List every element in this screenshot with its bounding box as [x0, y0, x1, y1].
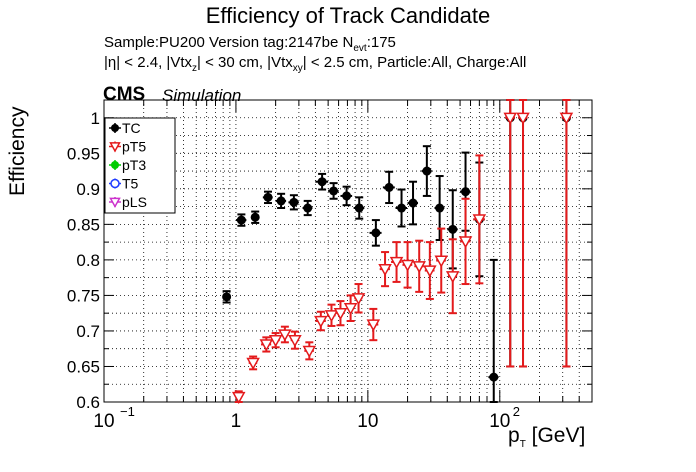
legend-marker [110, 178, 120, 189]
tc-point [317, 177, 327, 187]
x-axis-label: pT [GeV] [508, 424, 585, 450]
x-tick-exponent: 2 [513, 404, 520, 419]
pt5-point [400, 259, 415, 272]
x-tick-label: 10 [489, 411, 510, 432]
tc-point [250, 212, 260, 222]
tc-point [384, 182, 394, 192]
y-tick-label: 1 [91, 109, 100, 128]
pt5-point [445, 271, 460, 284]
pt5-point [278, 329, 292, 342]
legend-label: pT3 [122, 157, 146, 173]
selection-cuts: |η| < 2.4, |Vtxz| < 30 cm, |Vtxxy| < 2.5… [104, 54, 526, 74]
pt5-point [559, 112, 574, 125]
x-axis-label-p: p [508, 424, 520, 447]
pt5-point [333, 308, 348, 321]
tc-point [461, 187, 471, 197]
sample-info-sub: evt [353, 43, 367, 54]
cuts-tail: | < 2.5 cm, Particle:All, Charge:All [302, 54, 527, 71]
legend-label: T5 [122, 176, 139, 192]
tc-point [329, 186, 339, 196]
pt5-point [458, 236, 473, 249]
tc-point [354, 203, 364, 213]
sample-info-count: :175 [366, 34, 396, 51]
tc-point [489, 372, 499, 382]
pt5-point [314, 315, 328, 329]
tc-point [422, 166, 432, 176]
tc-point [342, 191, 352, 201]
pt5-point [259, 339, 274, 352]
tc-point [448, 224, 458, 234]
y-tick-label: 0.75 [67, 286, 100, 305]
pt5-point [351, 293, 366, 306]
tc-point [397, 203, 407, 213]
x-axis-label-unit: [GeV] [525, 424, 586, 447]
y-tick-label: 0.85 [67, 215, 100, 234]
pt5-point [343, 303, 358, 316]
legend-marker [109, 142, 121, 153]
pt5-point [288, 335, 302, 348]
y-tick-label: 0.8 [76, 251, 100, 270]
cuts-eta: |η| < 2.4, |Vtx [104, 54, 192, 71]
y-tick-label: 0.65 [67, 357, 100, 376]
sample-info: Sample:PU200 Version tag:2147be Nevt:175 [104, 34, 396, 54]
cuts-vtx: | < 30 cm, |Vtx [197, 54, 293, 71]
x-tick-label: 10 [93, 411, 114, 432]
pt5-point [503, 112, 518, 125]
cuts-xy-sub: xy [292, 63, 303, 74]
legend-label: pLS [122, 194, 147, 210]
pt5-point [434, 255, 449, 268]
legend-label: TC [122, 120, 141, 136]
y-tick-label: 0.6 [76, 393, 100, 412]
chart-title: Efficiency of Track Candidate [205, 3, 491, 28]
tc-point [303, 203, 313, 213]
pt5-point [516, 112, 530, 125]
y-tick-label: 0.95 [67, 144, 100, 163]
pt5-point [378, 263, 392, 277]
tc-point [289, 197, 299, 207]
pt5-point [472, 214, 487, 227]
plot-frame [103, 99, 593, 403]
tc-point [222, 292, 232, 302]
cuts-z-sub: z [192, 63, 197, 74]
legend-marker [111, 161, 119, 169]
tc-point [371, 228, 381, 238]
tc-point [408, 198, 418, 208]
pt5-point [268, 335, 283, 348]
tc-point [236, 215, 246, 225]
y-tick-label: 0.7 [76, 322, 100, 341]
tc-point [276, 196, 286, 206]
sample-info-text: Sample:PU200 Version tag:2147be N [104, 34, 354, 51]
pt5-point [231, 391, 246, 405]
tc-point [263, 192, 273, 202]
pt5-point [324, 310, 339, 323]
pt5-point [246, 357, 260, 370]
legend-marker [111, 124, 119, 132]
pt5-point [366, 319, 381, 332]
pt5-point [389, 256, 404, 270]
pt5-point [412, 261, 426, 274]
legend-marker [109, 197, 121, 209]
legend-label: pT5 [122, 139, 146, 155]
tc-point [435, 203, 445, 213]
x-tick-exponent: −1 [120, 404, 135, 419]
y-tick-label: 0.9 [76, 180, 100, 199]
x-tick-label: 10 [357, 411, 378, 432]
x-tick-label: 1 [231, 411, 242, 432]
pt5-point [423, 265, 437, 278]
pt5-point [302, 345, 317, 358]
x-axis-label-sub: T [519, 439, 526, 451]
